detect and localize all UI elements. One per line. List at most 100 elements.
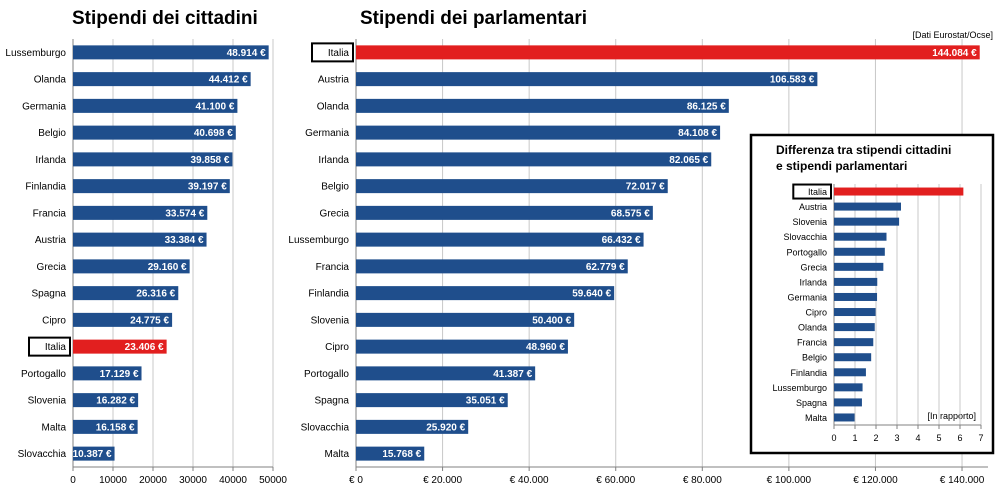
x-tick-label: 30000 (179, 475, 207, 486)
bar (73, 366, 142, 381)
category-label: Irlanda (799, 277, 827, 287)
bar (834, 368, 866, 377)
bar (356, 446, 425, 461)
x-tick-label: 4 (915, 433, 920, 443)
bar (73, 205, 208, 220)
bar (356, 45, 980, 60)
bar (356, 419, 469, 434)
category-label: Finlandia (25, 182, 66, 193)
bar (356, 339, 568, 354)
value-label: 39.197 € (188, 182, 227, 193)
bar (356, 72, 818, 87)
bar (834, 383, 863, 392)
x-tick-label: € 60.000 (596, 475, 635, 486)
chart1-citizens: 0 10000 20000 30000 40000 50000 Lussemburgo 48.… (5, 39, 287, 486)
category-label: Olanda (317, 101, 350, 112)
x-tick-label: 40000 (219, 475, 247, 486)
bar (73, 152, 233, 167)
value-label: 50.400 € (532, 315, 571, 326)
value-label: 16.158 € (96, 422, 135, 433)
bar (73, 72, 251, 87)
category-label: Lussemburgo (5, 48, 66, 59)
category-label: Italia (328, 48, 350, 59)
category-label: Spagna (32, 289, 67, 300)
category-label: Cipro (42, 315, 66, 326)
value-label: 25.920 € (426, 422, 465, 433)
x-tick-label: € 120.000 (853, 475, 898, 486)
category-label: Slovacchia (783, 232, 827, 242)
x-tick-label: 6 (957, 433, 962, 443)
category-label: Belgio (38, 128, 66, 139)
bar (73, 393, 139, 408)
category-label: Finlandia (790, 368, 827, 378)
chart2-title: Stipendi dei parlamentari (360, 8, 587, 29)
category-label: Grecia (320, 208, 350, 219)
category-label: Spagna (796, 398, 827, 408)
highlight-box (792, 183, 832, 200)
x-tick-label: € 0 (349, 475, 363, 486)
value-label: 15.768 € (382, 449, 421, 460)
value-label: 86.125 € (687, 101, 726, 112)
bar (834, 187, 964, 196)
category-label: Portogallo (304, 369, 349, 380)
category-label: Slovenia (28, 396, 67, 407)
value-label: 39.858 € (190, 155, 229, 166)
category-label: Belgio (321, 182, 349, 193)
x-tick-label: 0 (831, 433, 836, 443)
bar (73, 312, 173, 327)
bar (73, 286, 179, 301)
bar (73, 98, 238, 113)
value-label: 48.960 € (526, 342, 565, 353)
bar (356, 125, 721, 140)
category-label: Grecia (800, 262, 827, 272)
value-label: 59.640 € (572, 289, 611, 300)
x-tick-label: € 20.000 (423, 475, 462, 486)
bar (356, 232, 644, 247)
category-label: Francia (797, 338, 827, 348)
bar (356, 286, 615, 301)
value-label: 72.017 € (626, 182, 665, 193)
category-label: Cipro (325, 342, 349, 353)
value-label: 24.775 € (130, 315, 169, 326)
category-label: Germania (22, 101, 66, 112)
value-label: 44.412 € (209, 75, 248, 86)
bar (356, 366, 536, 381)
x-tick-label: 7 (978, 433, 983, 443)
bar (834, 323, 875, 332)
value-label: 16.282 € (96, 396, 135, 407)
bar (834, 292, 878, 301)
value-label: 10.387 € (73, 449, 112, 460)
inset-title-line1: Differenza tra stipendi cittadini (776, 143, 951, 157)
bar (356, 205, 653, 220)
bar (356, 312, 575, 327)
category-label: Austria (35, 235, 67, 246)
category-label: Lussemburgo (288, 235, 349, 246)
category-label: Italia (45, 342, 67, 353)
bar (356, 179, 668, 194)
value-label: 40.698 € (194, 128, 233, 139)
x-tick-label: 50000 (259, 475, 287, 486)
value-label: 66.432 € (602, 235, 641, 246)
bar (834, 338, 874, 347)
value-label: 82.065 € (669, 155, 708, 166)
category-label: Finlandia (308, 289, 349, 300)
bar (356, 393, 508, 408)
value-label: 23.406 € (125, 342, 164, 353)
value-label: 41.100 € (195, 101, 234, 112)
bar (834, 308, 876, 317)
value-label: 41.387 € (493, 369, 532, 380)
category-label: Germania (787, 292, 827, 302)
category-label: Grecia (37, 262, 67, 273)
bar (834, 202, 901, 211)
chart1-title: Stipendi dei cittadini (72, 8, 258, 29)
category-label: Austria (799, 202, 827, 212)
bar (73, 232, 207, 247)
x-tick-label: 3 (894, 433, 899, 443)
category-label: Slovenia (311, 315, 350, 326)
category-label: Cipro (805, 308, 827, 318)
category-label: Portogallo (21, 369, 66, 380)
bar (73, 419, 138, 434)
bar (73, 259, 190, 274)
value-label: 106.583 € (770, 75, 815, 86)
